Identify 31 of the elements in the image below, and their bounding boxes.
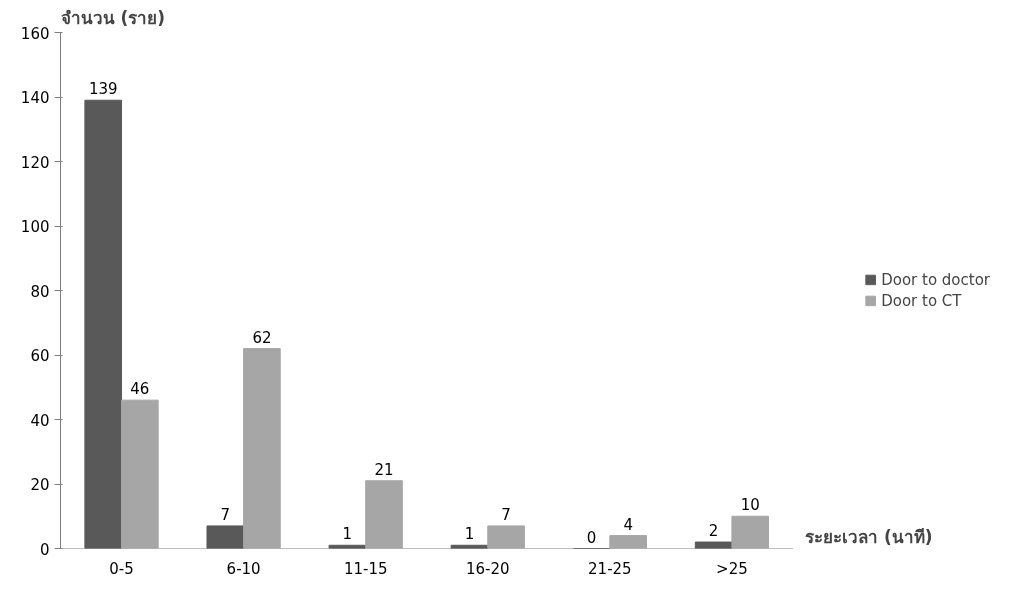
y-tick-label: 40: [30, 411, 50, 430]
data-label: 2: [708, 522, 719, 541]
data-label: 21: [374, 460, 394, 479]
x-tick-label: 21-25: [588, 559, 632, 578]
data-label: 46: [130, 380, 150, 399]
y-tick-label: 60: [30, 347, 50, 365]
y-tick-label: 100: [20, 218, 50, 236]
y-tick-label: 80: [30, 282, 50, 301]
x-axis-title: ระยะเวลา (นาที): [805, 526, 933, 547]
legend-label: Door to CT: [881, 291, 962, 310]
x-tick-label: 11-15: [343, 559, 388, 578]
x-tick-label: 0-5: [109, 559, 134, 578]
y-tick-label: 160: [20, 24, 50, 43]
data-label: 1: [342, 525, 353, 544]
legend-label: Door to doctor: [881, 270, 990, 289]
data-label: 0: [586, 528, 597, 547]
y-tick-label: 0: [39, 540, 50, 559]
x-tick-label: 6-10: [226, 559, 261, 578]
data-label: 4: [623, 515, 633, 534]
data-label: 62: [252, 328, 272, 347]
y-axis-title: จำนวน (ราย): [60, 7, 165, 28]
data-label: 7: [501, 505, 511, 524]
y-tick-label: 20: [30, 476, 50, 494]
data-label: 139: [88, 80, 118, 99]
data-label: 10: [740, 496, 760, 515]
x-tick-label: >25: [716, 559, 748, 578]
data-label: 1: [464, 525, 475, 544]
data-label: 7: [220, 505, 231, 524]
y-tick-label: 120: [20, 153, 50, 172]
y-tick-label: 140: [20, 89, 50, 107]
x-tick-label: 16-20: [465, 559, 510, 578]
